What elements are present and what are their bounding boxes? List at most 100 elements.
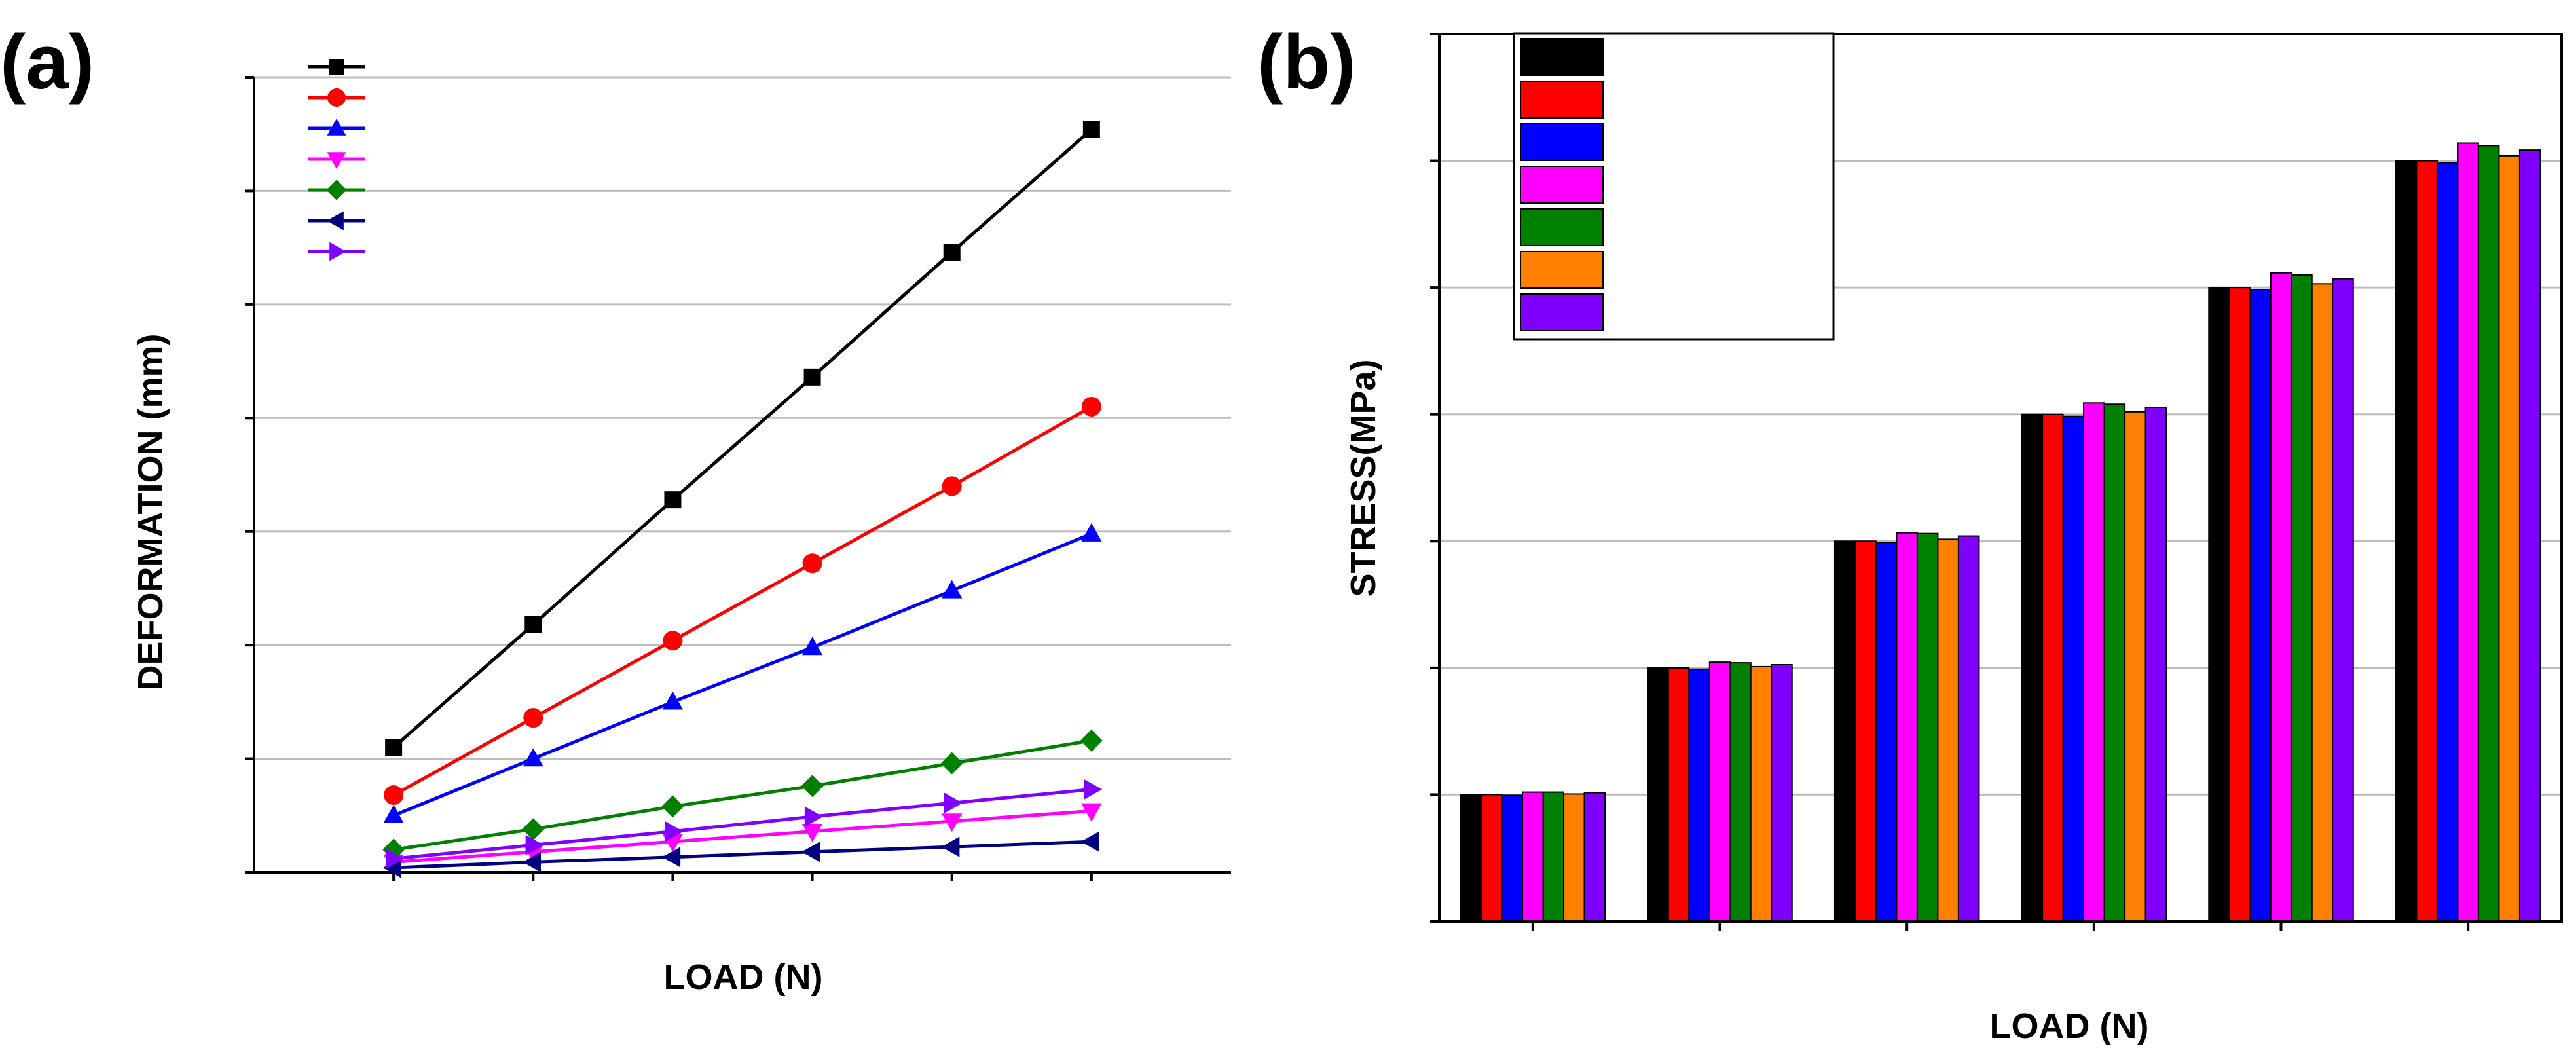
data-point <box>1080 831 1099 852</box>
bar <box>2436 162 2459 923</box>
legend-item-efpa-5 <box>308 59 365 75</box>
bar <box>1916 532 1939 922</box>
bar <box>2291 274 2313 922</box>
bar <box>1896 532 1918 922</box>
bar <box>2042 413 2064 922</box>
data-point <box>386 848 405 869</box>
data-point <box>525 834 544 855</box>
legend-item-efpa-5 <box>1520 38 1604 76</box>
bar <box>2228 287 2251 922</box>
bar <box>2083 402 2105 922</box>
legend-marker <box>327 211 344 231</box>
bar <box>1854 540 1877 922</box>
data-point <box>801 823 823 842</box>
panel-b-y-ticks <box>1430 33 1439 923</box>
bar <box>2332 278 2354 923</box>
bar <box>2416 160 2438 923</box>
bar <box>1542 791 1565 922</box>
legend-item-efpa-15 <box>308 119 365 136</box>
data-point <box>662 847 681 868</box>
panel-a-legend <box>308 59 365 261</box>
data-point <box>661 795 684 818</box>
series-line <box>392 405 1093 797</box>
data-point <box>664 491 682 509</box>
data-point <box>1081 803 1102 822</box>
panel-b-label: (b) <box>1257 19 1356 105</box>
series-line <box>393 809 1092 864</box>
panel-b-x-ticks <box>1531 921 2470 931</box>
data-point <box>663 631 683 651</box>
legend-marker <box>327 88 346 107</box>
bar <box>1522 791 1544 922</box>
data-point <box>1081 396 1101 417</box>
series-efpa-15 <box>383 523 1102 823</box>
bar <box>2062 415 2085 922</box>
series-line <box>393 787 1092 861</box>
bar <box>1708 661 1731 922</box>
bar <box>1647 667 1669 922</box>
data-point <box>384 785 404 806</box>
bar <box>2457 142 2479 922</box>
legend-item-efpa-10 <box>308 88 365 107</box>
legend-item-ti-alloy <box>308 152 365 169</box>
bar <box>1563 793 1585 922</box>
data-point <box>943 244 961 261</box>
legend-item-efpa-15 <box>1520 123 1604 161</box>
data-point <box>801 637 823 656</box>
plot-frame <box>1438 33 2563 923</box>
panel-b-y-axis-title: STRESS(MPa) <box>1344 359 1383 597</box>
bar-group-10 <box>1460 791 1606 923</box>
series-efpa-5 <box>385 121 1100 756</box>
data-point <box>523 708 543 728</box>
data-point <box>522 818 545 840</box>
legend-item-efpa-10 <box>1520 81 1604 119</box>
legend-item-stainless-steel <box>1520 251 1604 289</box>
bar <box>1750 665 1773 923</box>
bar <box>1460 794 1482 923</box>
legend-swatch <box>1520 251 1604 289</box>
bar <box>2249 289 2272 922</box>
legend-marker <box>327 152 346 169</box>
data-point <box>665 821 684 842</box>
data-point <box>940 752 963 775</box>
legend-marker <box>327 119 346 136</box>
data-point <box>803 368 821 386</box>
data-point <box>523 748 543 767</box>
bar <box>2270 272 2292 922</box>
data-point <box>942 813 963 832</box>
legend-marker <box>329 242 346 261</box>
bar <box>1688 668 1710 922</box>
panel-a-y-axis-title: DEFORMATION (mm) <box>131 334 170 691</box>
bar <box>2311 283 2334 923</box>
series-stainless-steel <box>382 831 1099 878</box>
data-point <box>1082 121 1100 138</box>
series-line <box>392 128 1093 749</box>
bar <box>1957 535 1980 922</box>
bar-group-30 <box>1833 532 1980 922</box>
bar <box>2144 407 2167 922</box>
legend-marker <box>329 59 344 75</box>
data-point <box>1080 729 1103 752</box>
bar <box>1833 540 1856 922</box>
bar <box>2498 155 2520 922</box>
series-line <box>393 532 1092 817</box>
panel-a-y-ticks <box>245 76 254 874</box>
panel-a-x-axis-title: LOAD (N) <box>664 957 823 997</box>
legend-item-mg-alloy <box>1520 208 1604 246</box>
series-efpa-10 <box>384 396 1101 806</box>
bar <box>2477 145 2500 922</box>
bar-group-50 <box>2208 272 2354 923</box>
legend-swatch <box>1520 123 1604 161</box>
bar-group-60 <box>2395 142 2541 923</box>
data-point <box>801 842 820 862</box>
bar <box>1875 542 1898 922</box>
bar <box>1667 667 1690 922</box>
data-point <box>801 775 824 798</box>
panel-a-series <box>382 121 1103 878</box>
legend-marker <box>326 179 347 200</box>
panel-b-x-axis-title: LOAD (N) <box>1990 1007 2149 1046</box>
legend-item-ti-alloy <box>1520 166 1604 204</box>
bar-group-40 <box>2021 402 2167 922</box>
data-point <box>523 851 541 872</box>
